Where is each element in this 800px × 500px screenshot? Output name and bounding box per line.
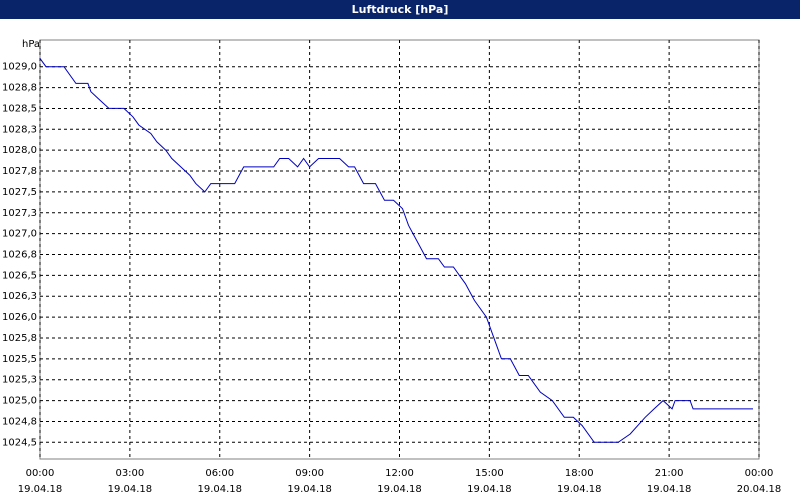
y-tick-label: 1027,0: [2, 229, 37, 240]
x-tick-date: 19.04.18: [18, 484, 63, 495]
x-tick-label: 00:00: [26, 468, 55, 479]
x-tick-label: 00:00: [745, 468, 774, 479]
y-tick-label: 1028,3: [2, 124, 37, 135]
y-tick-label: 1028,5: [2, 103, 37, 114]
y-tick-label: 1024,8: [2, 416, 37, 427]
y-unit-label: hPa: [22, 39, 40, 50]
y-tick-label: 1026,8: [2, 250, 37, 261]
x-tick-label: 21:00: [655, 468, 684, 479]
x-tick-date: 19.04.18: [108, 484, 153, 495]
y-tick-label: 1029,0: [2, 62, 37, 73]
x-tick-label: 09:00: [295, 468, 324, 479]
x-tick-label: 18:00: [565, 468, 594, 479]
y-tick-label: 1025,5: [2, 354, 37, 365]
y-tick-label: 1026,3: [2, 291, 37, 302]
x-tick-date: 20.04.18: [737, 484, 782, 495]
x-tick-date: 19.04.18: [557, 484, 602, 495]
x-tick-date: 19.04.18: [467, 484, 512, 495]
chart-title: Luftdruck [hPa]: [352, 3, 449, 16]
x-tick-date: 19.04.18: [647, 484, 692, 495]
y-tick-label: 1024,5: [2, 437, 37, 448]
x-tick-date: 19.04.18: [377, 484, 422, 495]
x-tick-date: 19.04.18: [287, 484, 332, 495]
y-tick-label: 1025,0: [2, 396, 37, 407]
x-tick-label: 15:00: [475, 468, 504, 479]
y-tick-label: 1028,8: [2, 83, 37, 94]
title-bar: [0, 0, 800, 19]
x-tick-date: 19.04.18: [197, 484, 242, 495]
y-tick-label: 1028,0: [2, 145, 37, 156]
y-tick-label: 1027,8: [2, 166, 37, 177]
data-line: [39, 58, 753, 443]
y-tick-label: 1025,8: [2, 333, 37, 344]
x-tick-label: 12:00: [385, 468, 414, 479]
y-tick-label: 1026,0: [2, 312, 37, 323]
x-tick-label: 06:00: [205, 468, 234, 479]
x-tick-label: 03:00: [115, 468, 144, 479]
y-tick-label: 1025,3: [2, 375, 37, 386]
y-tick-label: 1027,3: [2, 208, 37, 219]
y-tick-label: 1026,5: [2, 270, 37, 281]
y-tick-label: 1027,5: [2, 187, 37, 198]
